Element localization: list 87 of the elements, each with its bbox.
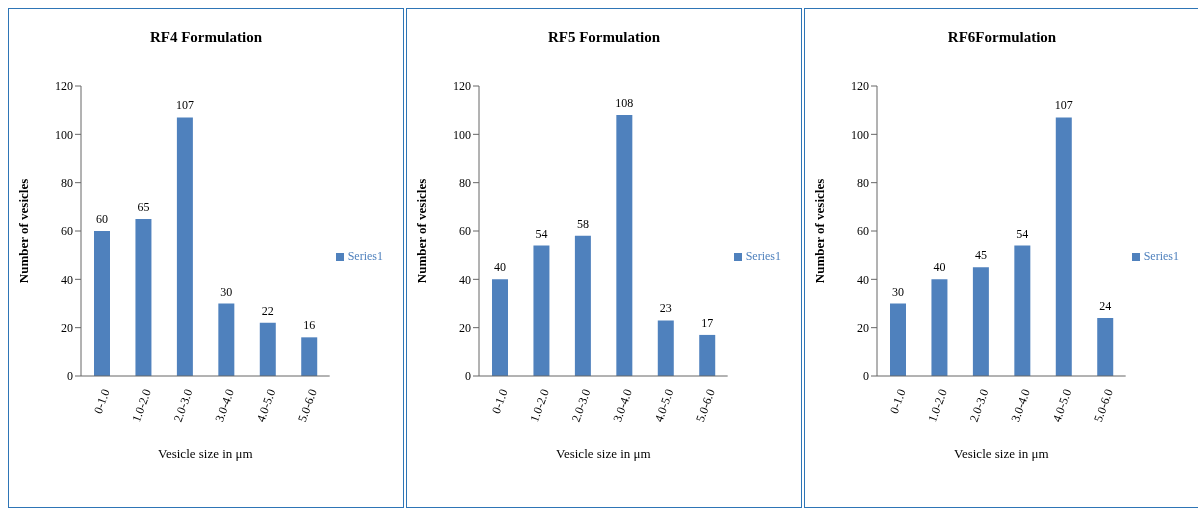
data-label: 107 xyxy=(175,98,194,113)
x-tick-label: 1.0-2.0 xyxy=(129,387,154,424)
x-tick-label: 2.0-3.0 xyxy=(170,387,196,424)
bar xyxy=(574,235,591,376)
data-label: 54 xyxy=(1016,226,1029,241)
x-tick-label: 1.0-2.0 xyxy=(925,387,950,424)
y-tick-label: 100 xyxy=(453,127,471,142)
y-axis-title: Number of vesicles xyxy=(15,178,31,284)
bar xyxy=(218,303,235,376)
bar xyxy=(1097,318,1114,376)
y-tick-label: 60 xyxy=(459,224,471,239)
x-axis-title: Vesicle size in μm xyxy=(555,446,651,461)
y-tick-label: 20 xyxy=(857,320,869,335)
x-tick-label: 0-1.0 xyxy=(886,387,909,416)
bar xyxy=(616,115,633,376)
y-tick-label: 60 xyxy=(61,224,73,239)
y-tick-label: 0 xyxy=(465,369,471,384)
y-tick-label: 100 xyxy=(851,127,869,142)
y-tick-label: 120 xyxy=(453,79,471,94)
y-tick-label: 20 xyxy=(61,320,73,335)
data-label: 30 xyxy=(892,284,904,299)
chart-title: RF6Formulation xyxy=(946,29,1058,46)
chart-title: RF4 Formulation xyxy=(148,29,264,46)
x-tick-label: 1.0-2.0 xyxy=(527,387,552,424)
y-tick-label: 40 xyxy=(459,272,471,287)
y-tick-label: 80 xyxy=(459,175,471,190)
y-tick-label: 60 xyxy=(857,224,869,239)
data-label: 30 xyxy=(220,284,233,299)
data-label: 16 xyxy=(303,318,316,333)
x-axis-title: Vesicle size in μm xyxy=(157,446,253,461)
y-tick-label: 100 xyxy=(55,127,73,142)
y-tick-label: 80 xyxy=(61,175,73,190)
data-label: 65 xyxy=(137,199,150,214)
bar xyxy=(301,337,318,376)
x-tick-label: 3.0-4.0 xyxy=(1008,387,1033,424)
data-label: 17 xyxy=(701,315,714,330)
y-tick-label: 0 xyxy=(67,369,73,384)
x-tick-label: 3.0-4.0 xyxy=(212,387,237,424)
data-label: 107 xyxy=(1054,98,1073,113)
x-tick-label: 2.0-3.0 xyxy=(966,387,992,424)
bar xyxy=(176,117,193,376)
data-label: 108 xyxy=(615,96,634,110)
data-label: 22 xyxy=(261,303,274,318)
x-tick-label: 5.0-6.0 xyxy=(692,387,718,424)
bar xyxy=(94,231,110,376)
x-tick-label: 4.0-5.0 xyxy=(651,387,677,424)
y-tick-label: 120 xyxy=(851,79,869,94)
x-tick-label: 3.0-4.0 xyxy=(610,387,635,424)
legend-label: Series1 xyxy=(745,248,781,263)
data-label: 23 xyxy=(659,301,672,316)
y-axis-title: Number of vesicles xyxy=(811,178,827,284)
bar xyxy=(492,279,508,376)
legend-label: Series1 xyxy=(1143,248,1179,263)
x-tick-label: 2.0-3.0 xyxy=(568,387,594,424)
bar xyxy=(135,218,152,376)
data-label: 40 xyxy=(494,260,506,275)
bar xyxy=(699,334,716,376)
x-tick-label: 0-1.0 xyxy=(488,387,511,416)
y-tick-label: 0 xyxy=(863,369,869,384)
data-label: 24 xyxy=(1099,299,1112,313)
bar xyxy=(931,279,948,376)
data-label: 58 xyxy=(576,216,589,231)
y-tick-label: 40 xyxy=(61,272,73,287)
chart-title: RF5 Formulation xyxy=(546,29,662,46)
x-tick-label: 4.0-5.0 xyxy=(1049,387,1075,424)
legend-label: Series1 xyxy=(347,248,383,263)
x-tick-label: 0-1.0 xyxy=(90,387,113,416)
data-label: 40 xyxy=(933,260,946,275)
x-tick-label: 5.0-6.0 xyxy=(1090,387,1116,424)
x-tick-label: 5.0-6.0 xyxy=(294,387,320,424)
data-label: 54 xyxy=(535,226,548,241)
x-tick-label: 4.0-5.0 xyxy=(253,387,279,424)
bar xyxy=(657,320,674,376)
bar xyxy=(890,303,906,376)
bar xyxy=(1014,245,1031,376)
data-label: 45 xyxy=(974,248,987,263)
x-axis-title: Vesicle size in μm xyxy=(953,446,1049,461)
bar xyxy=(1055,117,1072,376)
y-tick-label: 20 xyxy=(459,320,471,335)
y-tick-label: 120 xyxy=(55,79,73,94)
bar xyxy=(533,245,550,376)
y-tick-label: 40 xyxy=(857,272,869,287)
data-label: 60 xyxy=(96,212,108,226)
bar xyxy=(259,322,276,376)
y-tick-label: 80 xyxy=(857,175,869,190)
y-axis-title: Number of vesicles xyxy=(413,178,429,284)
bar xyxy=(972,267,989,376)
